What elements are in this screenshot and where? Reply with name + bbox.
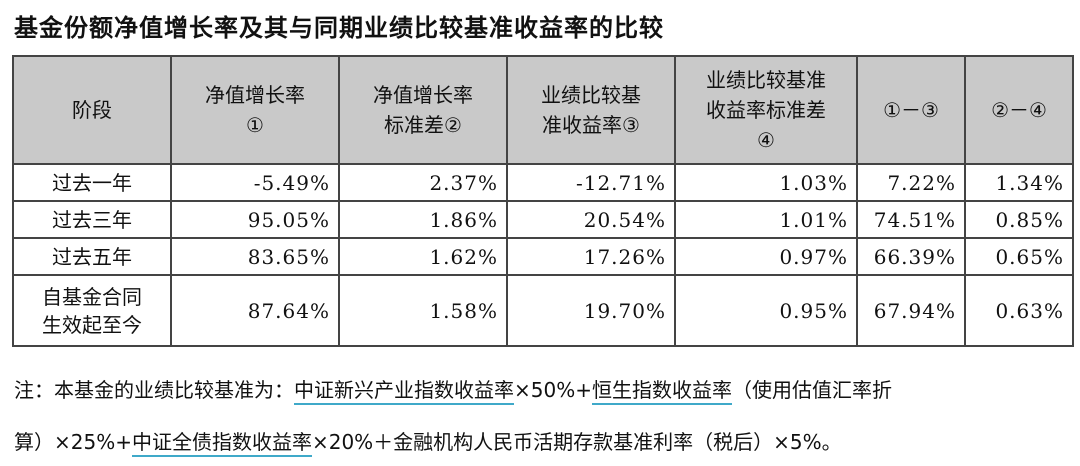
performance-table: 阶段 净值增长率 ① 净值增长率 标准差② 业绩比较基 准收益率③ 业绩比较基准… (12, 55, 1074, 347)
value-cell: 0.95% (674, 274, 858, 347)
note-weight-50: ×50%+ (514, 378, 592, 402)
note-suffix: ×20%＋金融机构人民币活期存款基准利率（税后）×5%。 (311, 430, 842, 454)
link-csi-aggregate-bond-index[interactable]: 中证全债指数收益率 (131, 430, 312, 457)
table-row: 过去五年 83.65% 1.62% 17.26% 0.97% 66.39% 0.… (12, 237, 1074, 276)
value-cell: 87.64% (170, 274, 340, 347)
link-csi-emerging-industry-index[interactable]: 中证新兴产业指数收益率 (294, 378, 514, 405)
value-cell: 66.39% (856, 237, 966, 276)
header-stage: 阶段 (12, 55, 172, 165)
value-cell: -12.71% (506, 163, 676, 202)
stage-cell: 自基金合同 生效起至今 (12, 274, 172, 347)
stage-cell: 过去一年 (12, 163, 172, 202)
value-cell: 20.54% (506, 200, 676, 239)
value-cell: 67.94% (856, 274, 966, 347)
table-row: 过去三年 95.05% 1.86% 20.54% 1.01% 74.51% 0.… (12, 200, 1074, 239)
value-cell: 95.05% (170, 200, 340, 239)
value-cell: 1.34% (964, 163, 1074, 202)
header-nav-growth: 净值增长率 ① (170, 55, 340, 165)
header-benchmark-std: 业绩比较基准 收益率标准差 ④ (674, 55, 858, 165)
header-benchmark-return: 业绩比较基 准收益率③ (506, 55, 676, 165)
value-cell: 0.85% (964, 200, 1074, 239)
stage-cell: 过去三年 (12, 200, 172, 239)
note-prefix: 算）×25%+ (14, 430, 132, 454)
value-cell: 1.03% (674, 163, 858, 202)
value-cell: 0.97% (674, 237, 858, 276)
benchmark-note-line2: 算）×25%+中证全债指数收益率×20%＋金融机构人民币活期存款基准利率（税后）… (14, 426, 1070, 457)
value-cell: 1.58% (338, 274, 508, 347)
header-nav-std: 净值增长率 标准差② (338, 55, 508, 165)
benchmark-note-line1: 注：本基金的业绩比较基准为：中证新兴产业指数收益率×50%+恒生指数收益率（使用… (14, 374, 1070, 405)
value-cell: 1.62% (338, 237, 508, 276)
link-hang-seng-index[interactable]: 恒生指数收益率 (591, 378, 732, 405)
value-cell: 17.26% (506, 237, 676, 276)
stage-cell: 过去五年 (12, 237, 172, 276)
value-cell: 74.51% (856, 200, 966, 239)
note-suffix: （使用估值汇率折 (731, 378, 892, 402)
value-cell: 19.70% (506, 274, 676, 347)
table-header-row: 阶段 净值增长率 ① 净值增长率 标准差② 业绩比较基 准收益率③ 业绩比较基准… (12, 55, 1074, 165)
note-prefix: 注：本基金的业绩比较基准为： (14, 378, 294, 402)
value-cell: -5.49% (170, 163, 340, 202)
table-row: 过去一年 -5.49% 2.37% -12.71% 1.03% 7.22% 1.… (12, 163, 1074, 202)
value-cell: 0.65% (964, 237, 1074, 276)
value-cell: 2.37% (338, 163, 508, 202)
table-row: 自基金合同 生效起至今 87.64% 1.58% 19.70% 0.95% 67… (12, 274, 1074, 347)
header-diff-2-4: ②－④ (964, 55, 1074, 165)
page-title: 基金份额净值增长率及其与同期业绩比较基准收益率的比较 (14, 14, 664, 42)
value-cell: 7.22% (856, 163, 966, 202)
value-cell: 1.01% (674, 200, 858, 239)
value-cell: 1.86% (338, 200, 508, 239)
header-diff-1-3: ①－③ (856, 55, 966, 165)
value-cell: 83.65% (170, 237, 340, 276)
value-cell: 0.63% (964, 274, 1074, 347)
